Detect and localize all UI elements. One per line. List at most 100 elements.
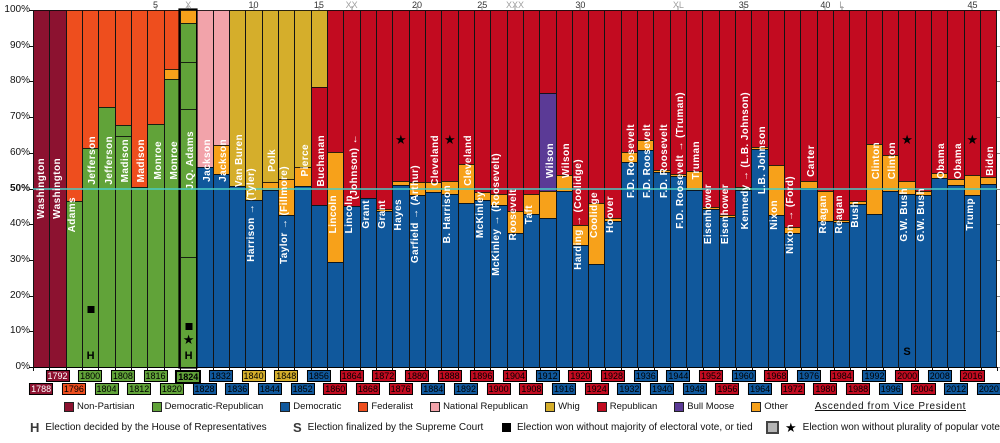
vote-segment-dem-1892 bbox=[458, 202, 474, 367]
year-label-1928: 1928 bbox=[601, 370, 626, 382]
footnote-outlined-bar-icon bbox=[766, 420, 779, 434]
vote-segment-oth-1920 bbox=[572, 225, 589, 246]
year-label-1952: 1952 bbox=[699, 370, 724, 382]
vote-segment-rep-1928 bbox=[605, 10, 621, 218]
footnote-symbol-H: H bbox=[30, 419, 40, 435]
vote-segment-rep-1892 bbox=[458, 10, 474, 164]
top-axis-label-30: 30 bbox=[575, 0, 586, 10]
election-bar-1816: Monroe bbox=[147, 10, 164, 367]
x-axis-tick bbox=[800, 367, 802, 371]
vote-segment-rep-1936 bbox=[638, 10, 654, 141]
legend-item-bull-moose: Bull Moose bbox=[674, 401, 734, 412]
year-label-1936: 1936 bbox=[633, 370, 658, 382]
x-axis-tick bbox=[376, 367, 378, 371]
vote-segment-whig-1840 bbox=[246, 10, 262, 200]
vote-segment-dr-1820 bbox=[164, 79, 180, 367]
x-axis-tick bbox=[833, 367, 835, 371]
legend-label: Republican bbox=[609, 401, 658, 412]
y-axis-label-30pct: 30% bbox=[9, 253, 30, 265]
year-label-1920: 1920 bbox=[568, 370, 593, 382]
y-axis-label-20pct: 20% bbox=[9, 289, 30, 301]
vote-segment-dem-1984 bbox=[834, 222, 850, 367]
vote-segment-rep-2012 bbox=[948, 10, 964, 179]
vote-segment-dem-1928 bbox=[605, 221, 621, 367]
x-axis-tick bbox=[343, 367, 345, 371]
top-axis-tick bbox=[579, 6, 581, 10]
vote-segment-dr-1804 bbox=[99, 107, 115, 367]
legend-item-national-republican: National Republican bbox=[430, 401, 528, 412]
y-axis-label-70pct: 70% bbox=[9, 111, 30, 123]
legend-item-republican: Republican bbox=[596, 401, 658, 412]
vote-segment-oth-1848 bbox=[278, 179, 295, 216]
vote-segment-oth-1824 bbox=[180, 10, 197, 23]
y-axis-label-60pct: 60% bbox=[9, 146, 30, 158]
election-bar-1916: Wilson bbox=[555, 10, 572, 367]
x-axis-tick bbox=[915, 367, 917, 371]
x-axis-tick bbox=[65, 367, 67, 371]
vote-segment-dem-1848 bbox=[278, 215, 295, 367]
top-axis-label-35: 35 bbox=[738, 0, 749, 10]
year-label-1932: 1932 bbox=[617, 383, 642, 395]
year-label-1864: 1864 bbox=[339, 370, 364, 382]
election-bar-1912: Wilson bbox=[539, 10, 556, 367]
year-label-2000: 2000 bbox=[895, 370, 920, 382]
election-bar-2000: G.W. Bush ★ S bbox=[898, 10, 915, 367]
year-label-1812: 1812 bbox=[127, 383, 152, 395]
top-axis-label-25: 25 bbox=[477, 0, 488, 10]
footnote-star-icon: ★ bbox=[785, 419, 797, 435]
year-label-1956: 1956 bbox=[715, 383, 740, 395]
top-axis-tick bbox=[155, 6, 157, 10]
x-axis-tick bbox=[131, 367, 133, 371]
year-label-1844: 1844 bbox=[257, 383, 282, 395]
x-axis-tick bbox=[359, 367, 361, 371]
vote-segment-oth-1900 bbox=[491, 194, 507, 205]
vote-segment-dem-1900 bbox=[491, 204, 507, 367]
vote-segment-whig-1844 bbox=[262, 10, 278, 183]
legend-label: Democratic-Republican bbox=[164, 401, 264, 412]
year-label-1988: 1988 bbox=[846, 383, 871, 395]
year-label-2008: 2008 bbox=[927, 370, 952, 382]
footnote-boxed-star: ★ Election won without plurality of popul… bbox=[766, 419, 1000, 435]
vote-segment-rep-1904 bbox=[507, 10, 523, 212]
y-axis-right-tick bbox=[996, 295, 1000, 297]
vote-segment-rep-2020 bbox=[981, 10, 997, 178]
top-axis-tick bbox=[514, 6, 516, 10]
vote-segment-dem-1996 bbox=[883, 191, 899, 367]
vote-segment-whig-1856 bbox=[311, 10, 327, 88]
vote-segment-dem-1884 bbox=[425, 192, 442, 367]
x-axis-tick bbox=[408, 367, 410, 371]
vote-segment-oth-2016 bbox=[964, 174, 981, 195]
footnote-S: S Election finalized by the Supreme Court bbox=[293, 419, 483, 435]
x-axis-tick bbox=[555, 367, 557, 371]
year-label-1980: 1980 bbox=[813, 383, 838, 395]
vote-segment-dem-1932 bbox=[621, 162, 638, 367]
x-axis-tick bbox=[196, 367, 198, 371]
election-bar-1800: Jefferson H bbox=[81, 10, 99, 367]
year-label-1792: 1792 bbox=[45, 370, 70, 382]
x-axis-tick bbox=[719, 367, 721, 371]
vote-segment-rep-1896 bbox=[474, 10, 491, 193]
year-label-1880: 1880 bbox=[404, 370, 429, 382]
legend-label: Whig bbox=[558, 401, 580, 412]
vote-segment-dem-1976 bbox=[801, 188, 817, 367]
year-label-1828: 1828 bbox=[192, 383, 217, 395]
x-axis-tick bbox=[114, 367, 116, 371]
year-label-1916: 1916 bbox=[552, 383, 577, 395]
footnote-text: Election won without majority of elector… bbox=[517, 421, 753, 433]
year-label-1836: 1836 bbox=[225, 383, 250, 395]
y-axis-right-tick bbox=[996, 259, 1000, 261]
vote-segment-rep-1932 bbox=[621, 10, 638, 152]
vote-segment-rep-1880 bbox=[409, 10, 425, 183]
vote-segment-dem-1964 bbox=[752, 148, 768, 367]
vote-segment-dem-1980 bbox=[817, 220, 834, 367]
top-axis-label-L: L bbox=[839, 0, 845, 10]
year-label-1964: 1964 bbox=[748, 383, 773, 395]
x-axis-tick bbox=[817, 367, 819, 371]
vote-segment-dem-1876 bbox=[393, 185, 409, 367]
election-bar-1964: L.B. Johnson bbox=[751, 10, 768, 367]
x-axis-tick bbox=[849, 367, 851, 371]
legend-label: National Republican bbox=[443, 401, 529, 412]
top-axis-tick bbox=[318, 6, 320, 10]
vote-segment-rep-1972 bbox=[785, 10, 801, 227]
